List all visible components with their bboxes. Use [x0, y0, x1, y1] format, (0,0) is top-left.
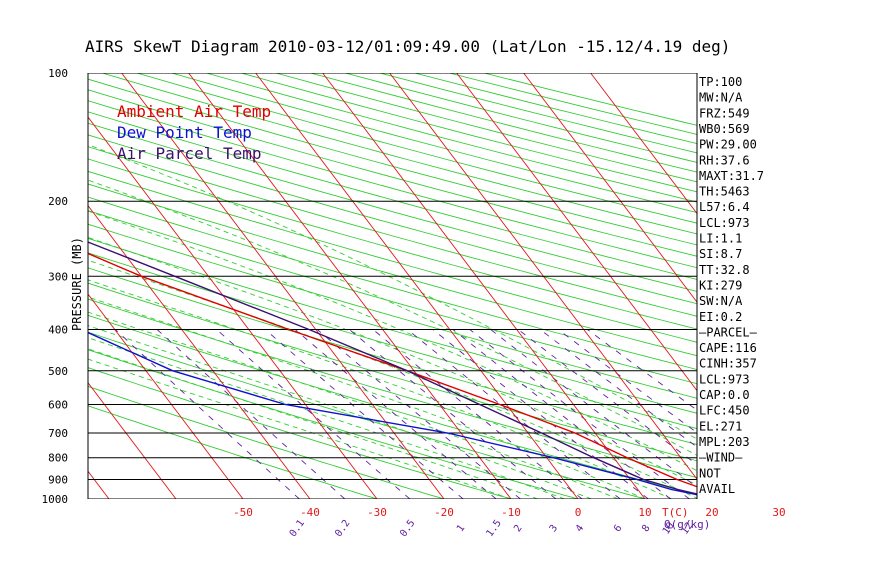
- mixing-ratio-line: [470, 330, 690, 500]
- isotherm-line: [323, 73, 645, 499]
- index-label: —PARCEL—: [699, 325, 758, 339]
- index-label: L57:6.4: [699, 200, 750, 214]
- index-label: MPL:203: [699, 435, 750, 449]
- index-label: LFC:450: [699, 404, 750, 418]
- index-label: SI:8.7: [699, 247, 742, 261]
- legend-entry: Air Parcel Temp: [117, 144, 262, 163]
- axes-and-labels: 1002003004005006007008009001000-120-110-…: [0, 56, 786, 539]
- isotherm-line: [390, 73, 712, 499]
- mixing-ratio-line: [373, 330, 582, 500]
- index-label: TT:32.8: [699, 263, 750, 277]
- index-label: FRZ:549: [699, 106, 750, 120]
- pressure-tick-label: 1000: [42, 493, 69, 506]
- mixing-ratio-label: 8: [640, 523, 652, 534]
- bottom-temp-tick-label: 10: [638, 506, 651, 519]
- pressure-tick-label: 100: [48, 67, 68, 80]
- pressure-tick-label: 800: [48, 452, 68, 465]
- index-label: SW:N/A: [699, 294, 743, 308]
- bottom-temp-tick-label: 30: [772, 506, 785, 519]
- bottom-temp-tick-label: -50: [233, 506, 253, 519]
- mixing-ratio-unit: Q(g/kg): [664, 518, 710, 531]
- mixing-ratio-label: 1.5: [484, 518, 503, 539]
- mixing-ratio-line: [157, 330, 345, 500]
- index-label: LI:1.1: [699, 232, 742, 246]
- bottom-temp-tick-label: -40: [300, 506, 320, 519]
- mixing-ratio-label: 1: [455, 523, 467, 534]
- dry-adiabat: [172, 73, 870, 499]
- index-label: EL:271: [699, 419, 742, 433]
- index-label: EI:0.2: [699, 310, 742, 324]
- mixing-ratio-label: 6: [612, 523, 624, 534]
- index-label: TH:5463: [699, 185, 750, 199]
- chart-title: AIRS SkewT Diagram 2010-03-12/01:09:49.0…: [85, 37, 730, 56]
- mixing-ratio-label: 3: [548, 523, 560, 534]
- dry-adiabat: [206, 73, 870, 499]
- pressure-tick-label: 200: [48, 195, 68, 208]
- bottom-temp-tick-label: -30: [367, 506, 387, 519]
- index-label: LCL:973: [699, 216, 750, 230]
- mixing-ratio-label: 0.2: [333, 518, 352, 539]
- dry-adiabat: [311, 73, 870, 499]
- bottom-temp-tick-label: 0: [575, 506, 582, 519]
- y-axis-label: PRESSURE (MB): [70, 237, 84, 331]
- index-label: CINH:357: [699, 357, 757, 371]
- mixing-ratio-line: [115, 330, 299, 500]
- mixing-ratio-label: 0.5: [398, 518, 417, 539]
- index-label: NOT: [699, 466, 721, 480]
- index-label: WB0:569: [699, 122, 750, 136]
- mixing-ratio-label: 2: [512, 523, 524, 534]
- index-label: MW:N/A: [699, 91, 743, 105]
- pressure-tick-label: 900: [48, 474, 68, 487]
- mixing-ratio-line: [453, 330, 671, 500]
- isotherm-line: [0, 73, 42, 499]
- pressure-tick-label: 400: [48, 323, 68, 336]
- index-label: CAP:0.0: [699, 388, 750, 402]
- isotherm-line: [524, 73, 846, 499]
- mixing-ratio-label: 0.1: [288, 518, 307, 539]
- pressure-tick-label: 700: [48, 427, 68, 440]
- bottom-temp-tick-label: -20: [434, 506, 454, 519]
- index-label: RH:37.6: [699, 153, 750, 167]
- index-label: KI:279: [699, 278, 742, 292]
- index-label: CAPE:116: [699, 341, 757, 355]
- pressure-tick-label: 500: [48, 365, 68, 378]
- legend-entry: Dew Point Temp: [117, 123, 252, 142]
- legend-entry: Ambient Air Temp: [117, 102, 271, 121]
- index-label: MAXT:31.7: [699, 169, 764, 183]
- index-label: AVAIL: [699, 482, 735, 496]
- dry-adiabat: [276, 73, 870, 499]
- pressure-tick-label: 300: [48, 270, 68, 283]
- dry-adiabat: [380, 73, 870, 499]
- index-label: TP:100: [699, 75, 742, 89]
- dry-adiabat: [345, 73, 870, 499]
- bottom-temp-tick-label: -10: [501, 506, 521, 519]
- pressure-tick-label: 600: [48, 398, 68, 411]
- index-label: —WIND—: [699, 451, 743, 465]
- mixing-ratio-label: 4: [574, 523, 586, 534]
- moist-adiabat: [0, 91, 725, 499]
- index-label: LCL:973: [699, 372, 750, 386]
- index-label: PW:29.00: [699, 138, 757, 152]
